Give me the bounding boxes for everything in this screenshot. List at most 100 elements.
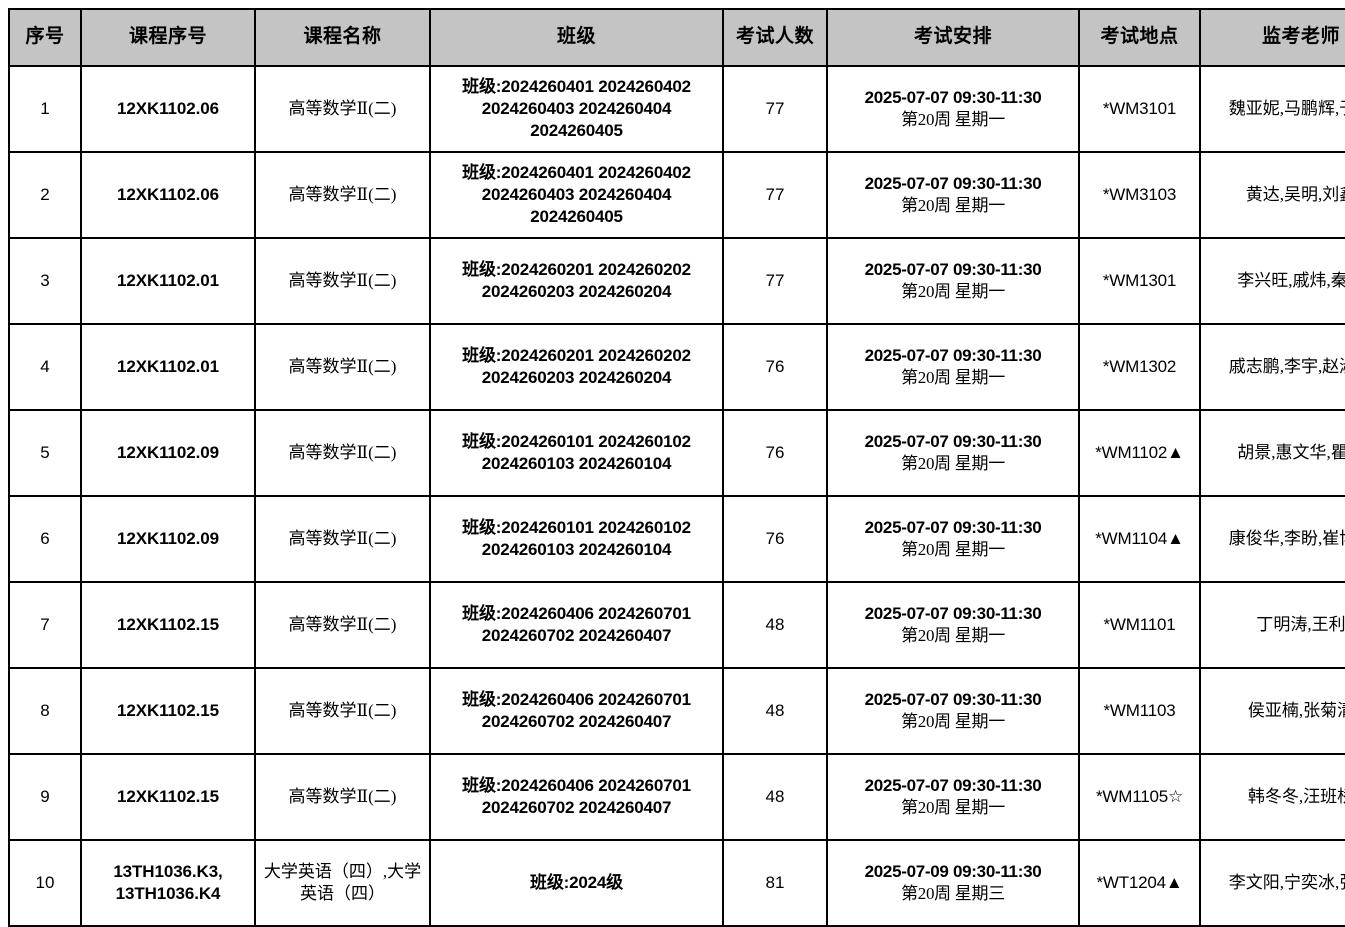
cell-schedule: 2025-07-07 09:30-11:30 第20周 星期一 xyxy=(826,753,1080,841)
schedule-datetime: 2025-07-07 09:30-11:30 xyxy=(864,517,1042,537)
schedule-week: 第20周 星期一 xyxy=(901,798,1005,817)
column-header-schedule: 考试安排 xyxy=(826,8,1080,67)
cell-place: *WT1204▲ xyxy=(1078,839,1201,927)
cell-course: 高等数学Ⅱ(二) xyxy=(254,323,431,411)
cell-course: 高等数学Ⅱ(二) xyxy=(254,667,431,755)
cell-course-no: 12XK1102.01 xyxy=(80,323,256,411)
cell-course: 高等数学Ⅱ(二) xyxy=(254,151,431,239)
cell-place: *WM1103 xyxy=(1078,667,1201,755)
cell-course-no: 12XK1102.06 xyxy=(80,151,256,239)
cell-index: 5 xyxy=(8,409,82,497)
cell-count: 48 xyxy=(722,753,828,841)
cell-course: 高等数学Ⅱ(二) xyxy=(254,409,431,497)
cell-classes: 班级:2024260201 2024260202 2024260203 2024… xyxy=(429,237,724,325)
table-body: 1 12XK1102.06 高等数学Ⅱ(二) 班级:2024260401 202426… xyxy=(8,65,1345,927)
cell-proctors: 李兴旺,戚炜,秦焱 xyxy=(1199,237,1345,325)
cell-place: *WM1104▲ xyxy=(1078,495,1201,583)
cell-course-no: 12XK1102.01 xyxy=(80,237,256,325)
cell-course: 高等数学Ⅱ(二) xyxy=(254,495,431,583)
column-header-count: 考试人数 xyxy=(722,8,828,67)
cell-classes: 班级:2024260401 2024260402 2024260403 2024… xyxy=(429,151,724,239)
cell-schedule: 2025-07-07 09:30-11:30 第20周 星期一 xyxy=(826,667,1080,755)
cell-schedule: 2025-07-07 09:30-11:30 第20周 星期一 xyxy=(826,409,1080,497)
cell-schedule: 2025-07-07 09:30-11:30 第20周 星期一 xyxy=(826,237,1080,325)
cell-proctors: 韩冬冬,汪班桥 xyxy=(1199,753,1345,841)
cell-proctors: 康俊华,李盼,崔博斌 xyxy=(1199,495,1345,583)
schedule-week: 第20周 星期一 xyxy=(901,626,1005,645)
table-row: 1 12XK1102.06 高等数学Ⅱ(二) 班级:2024260401 202426… xyxy=(8,65,1345,153)
schedule-week: 第20周 星期一 xyxy=(901,368,1005,387)
cell-count: 81 xyxy=(722,839,828,927)
cell-schedule: 2025-07-07 09:30-11:30 第20周 星期一 xyxy=(826,151,1080,239)
column-header-proctors: 监考老师 xyxy=(1199,8,1345,67)
cell-schedule: 2025-07-07 09:30-11:30 第20周 星期一 xyxy=(826,65,1080,153)
schedule-datetime: 2025-07-07 09:30-11:30 xyxy=(864,173,1042,193)
table-row: 4 12XK1102.01 高等数学Ⅱ(二) 班级:2024260201 202426… xyxy=(8,323,1345,411)
schedule-week: 第20周 星期一 xyxy=(901,454,1005,473)
cell-proctors: 魏亚妮,马鹏辉,于渤 xyxy=(1199,65,1345,153)
table-header-row: 序号 课程序号 课程名称 班级 考试人数 考试安排 考试地点 监考老师 xyxy=(8,8,1345,67)
cell-course-no: 12XK1102.15 xyxy=(80,753,256,841)
cell-course: 高等数学Ⅱ(二) xyxy=(254,753,431,841)
schedule-datetime: 2025-07-07 09:30-11:30 xyxy=(864,87,1042,107)
table-row: 6 12XK1102.09 高等数学Ⅱ(二) 班级:2024260101 202426… xyxy=(8,495,1345,583)
cell-count: 77 xyxy=(722,237,828,325)
cell-schedule: 2025-07-07 09:30-11:30 第20周 星期一 xyxy=(826,581,1080,669)
cell-classes: 班级:2024260101 2024260102 2024260103 2024… xyxy=(429,495,724,583)
schedule-datetime: 2025-07-07 09:30-11:30 xyxy=(864,431,1042,451)
column-header-index: 序号 xyxy=(8,8,82,67)
cell-classes: 班级:2024260201 2024260202 2024260203 2024… xyxy=(429,323,724,411)
schedule-week: 第20周 星期一 xyxy=(901,712,1005,731)
column-header-course: 课程名称 xyxy=(254,8,431,67)
cell-index: 4 xyxy=(8,323,82,411)
cell-classes: 班级:2024260406 2024260701 2024260702 2024… xyxy=(429,581,724,669)
cell-proctors: 戚志鹏,李宇,赵淑红 xyxy=(1199,323,1345,411)
schedule-datetime: 2025-07-07 09:30-11:30 xyxy=(864,345,1042,365)
column-header-place: 考试地点 xyxy=(1078,8,1201,67)
cell-schedule: 2025-07-07 09:30-11:30 第20周 星期一 xyxy=(826,495,1080,583)
schedule-week: 第20周 星期一 xyxy=(901,110,1005,129)
schedule-datetime: 2025-07-07 09:30-11:30 xyxy=(864,259,1042,279)
cell-course-no: 12XK1102.09 xyxy=(80,495,256,583)
cell-index: 10 xyxy=(8,839,82,927)
cell-count: 76 xyxy=(722,323,828,411)
cell-classes: 班级:2024级 xyxy=(429,839,724,927)
cell-count: 48 xyxy=(722,581,828,669)
exam-arrangement-table: 序号 课程序号 课程名称 班级 考试人数 考试安排 考试地点 监考老师 1 12X… xyxy=(8,8,1345,927)
cell-proctors: 李文阳,宁奕冰,张贝 xyxy=(1199,839,1345,927)
cell-index: 3 xyxy=(8,237,82,325)
schedule-datetime: 2025-07-07 09:30-11:30 xyxy=(864,603,1042,623)
cell-course: 高等数学Ⅱ(二) xyxy=(254,581,431,669)
cell-place: *WM1301 xyxy=(1078,237,1201,325)
cell-schedule: 2025-07-09 09:30-11:30 第20周 星期三 xyxy=(826,839,1080,927)
cell-proctors: 黄达,吴明,刘鑫 xyxy=(1199,151,1345,239)
cell-course-no: 13TH1036.K3, 13TH1036.K4 xyxy=(80,839,256,927)
cell-course-no: 12XK1102.15 xyxy=(80,667,256,755)
cell-course-no: 12XK1102.06 xyxy=(80,65,256,153)
table-row: 7 12XK1102.15 高等数学Ⅱ(二) 班级:2024260406 202426… xyxy=(8,581,1345,669)
cell-course: 高等数学Ⅱ(二) xyxy=(254,65,431,153)
schedule-week: 第20周 星期一 xyxy=(901,540,1005,559)
schedule-datetime: 2025-07-07 09:30-11:30 xyxy=(864,689,1042,709)
cell-place: *WM1302 xyxy=(1078,323,1201,411)
cell-classes: 班级:2024260401 2024260402 2024260403 2024… xyxy=(429,65,724,153)
cell-count: 77 xyxy=(722,65,828,153)
cell-count: 76 xyxy=(722,495,828,583)
cell-schedule: 2025-07-07 09:30-11:30 第20周 星期一 xyxy=(826,323,1080,411)
cell-count: 48 xyxy=(722,667,828,755)
exam-table-container: 序号 课程序号 课程名称 班级 考试人数 考试安排 考试地点 监考老师 1 12X… xyxy=(8,8,1345,927)
cell-count: 77 xyxy=(722,151,828,239)
schedule-datetime: 2025-07-07 09:30-11:30 xyxy=(864,775,1042,795)
cell-index: 2 xyxy=(8,151,82,239)
cell-place: *WM1101 xyxy=(1078,581,1201,669)
cell-index: 6 xyxy=(8,495,82,583)
schedule-week: 第20周 星期一 xyxy=(901,196,1005,215)
table-row: 3 12XK1102.01 高等数学Ⅱ(二) 班级:2024260201 202426… xyxy=(8,237,1345,325)
cell-classes: 班级:2024260406 2024260701 2024260702 2024… xyxy=(429,667,724,755)
cell-place: *WM1105☆ xyxy=(1078,753,1201,841)
table-row: 5 12XK1102.09 高等数学Ⅱ(二) 班级:2024260101 202426… xyxy=(8,409,1345,497)
cell-place: *WM3101 xyxy=(1078,65,1201,153)
table-row: 2 12XK1102.06 高等数学Ⅱ(二) 班级:2024260401 202426… xyxy=(8,151,1345,239)
cell-course-no: 12XK1102.15 xyxy=(80,581,256,669)
table-row: 9 12XK1102.15 高等数学Ⅱ(二) 班级:2024260406 202426… xyxy=(8,753,1345,841)
